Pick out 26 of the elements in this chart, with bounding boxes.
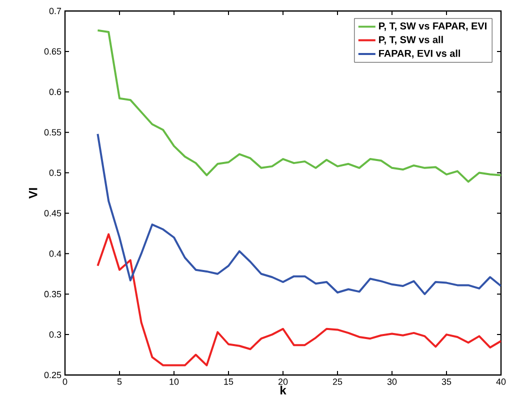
y-tick-label: 0.4 bbox=[49, 250, 62, 257]
y-tick-label: 0.65 bbox=[44, 48, 62, 55]
x-tick-label: 35 bbox=[442, 378, 452, 385]
y-tick-label: 0.25 bbox=[44, 372, 62, 378]
x-tick-label: 10 bbox=[170, 378, 179, 385]
x-tick-label: 20 bbox=[278, 378, 288, 385]
y-tick-label: 0.6 bbox=[49, 88, 62, 96]
legend-label: P, T, SW vs all bbox=[379, 36, 443, 45]
y-tick-label: 0.45 bbox=[44, 210, 62, 216]
legend-label: FAPAR, EVI vs all bbox=[379, 50, 460, 58]
legend-label: P, T, SW vs FAPAR, EVI bbox=[379, 22, 486, 31]
line-series bbox=[96, 132, 502, 296]
y-tick-label: 0.35 bbox=[44, 290, 62, 298]
y-tick-label: 0.3 bbox=[49, 331, 62, 338]
x-tick-label: 5 bbox=[117, 378, 122, 385]
x-tick-label: 0 bbox=[62, 378, 68, 385]
y-tick-label: 0.55 bbox=[44, 129, 62, 136]
x-tick-label: 40 bbox=[496, 378, 506, 385]
x-axis-title: k bbox=[280, 386, 286, 394]
x-tick-label: 30 bbox=[387, 378, 397, 385]
x-tick-label: 15 bbox=[224, 378, 234, 385]
y-tick-label: 0.7 bbox=[49, 8, 62, 14]
line-series bbox=[96, 29, 502, 183]
y-axis-title: VI bbox=[28, 188, 38, 199]
x-tick-label: 25 bbox=[332, 378, 342, 385]
y-tick-label: 0.5 bbox=[49, 170, 62, 176]
